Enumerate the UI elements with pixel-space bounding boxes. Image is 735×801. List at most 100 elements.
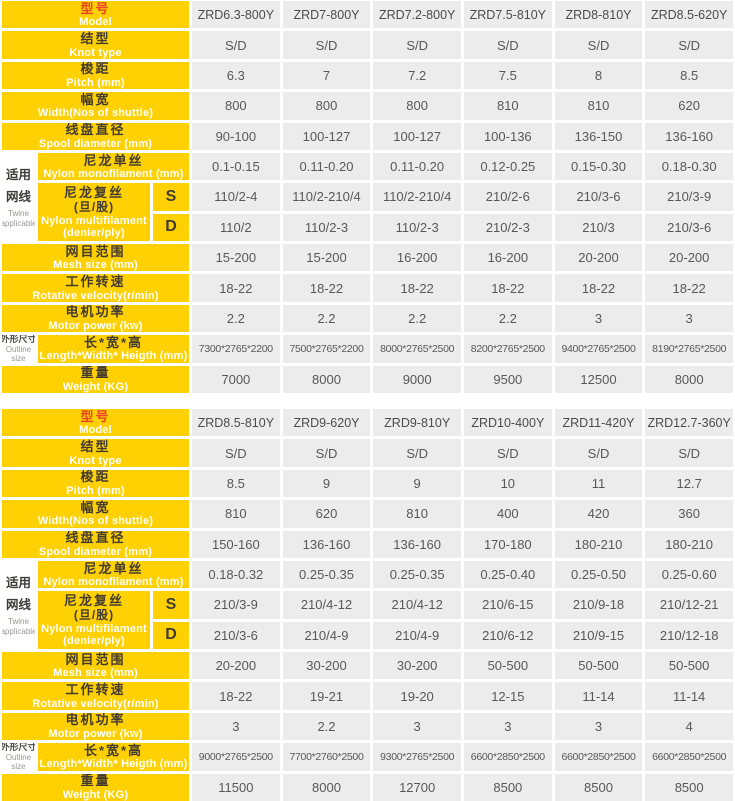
multifilament-value: 110/2-210/4	[382, 189, 452, 205]
cell-spec: 19-21	[282, 682, 371, 710]
cell-spec: 180-210	[645, 530, 733, 558]
spec-value: 8.5	[680, 67, 699, 83]
row-label-english: Motor power (kw)	[48, 320, 143, 333]
multifilament-value: 210/3-6	[213, 627, 258, 643]
cell-multifilament: 210/2-3	[463, 213, 552, 242]
spec-value: 0.25-0.40	[480, 567, 536, 583]
spec-value: 50-500	[487, 658, 529, 674]
cell-spec: 420	[554, 500, 643, 528]
cell-spec: 30-200	[282, 652, 371, 680]
spec-value: 150-160	[211, 536, 260, 552]
cell-spec: 8000	[282, 773, 371, 801]
row-label-chinese: 重量	[80, 365, 111, 381]
cell-multifilament: 110/2-4	[192, 183, 280, 211]
spec-value: 30-200	[306, 658, 347, 674]
row-label-english: Nylon multifilament	[41, 622, 147, 635]
cell-spec: 810	[192, 500, 280, 528]
spec-value: 420	[587, 506, 610, 522]
row-label-length-width-heigth-mm-: 长*宽*高 Length*Width* Heigth (mm)	[38, 743, 189, 771]
spec-value: 15-200	[306, 250, 347, 266]
cell-spec: S/D	[463, 31, 552, 59]
multifilament-value: 210/9-15	[572, 627, 625, 643]
cell-multifilament: 210/3-9	[645, 183, 733, 211]
spec-value: 0.11-0.20	[390, 159, 445, 175]
spec-value: 3	[232, 719, 240, 735]
cell-model: ZRD9-810Y	[373, 409, 461, 437]
cell-spec: 0.25-0.50	[554, 560, 643, 589]
spec-value: 0.1-0.15	[211, 159, 260, 175]
knot-variant-label: D	[165, 626, 177, 644]
cell-spec: 7000	[192, 365, 280, 393]
multifilament-value: 210/4-12	[391, 597, 443, 613]
cell-spec: 0.25-0.60	[645, 560, 733, 589]
spec-value: 9300*2765*2500	[380, 750, 455, 763]
spec-value: 20-200	[215, 658, 257, 674]
cell-spec: 0.25-0.35	[282, 560, 371, 589]
row-label-nylon-multifilament: 尼龙复丝 (旦/股) Nylon multifilament (denier/ply)	[38, 591, 150, 650]
cell-spec: 8000	[645, 365, 733, 393]
cell-spec: 620	[282, 500, 371, 528]
cell-spec: 9	[373, 469, 461, 498]
row-label-english: Pitch (mm)	[66, 484, 125, 497]
spec-value: 18-22	[219, 688, 253, 704]
cell-spec: 810	[373, 500, 461, 528]
cell-spec: 0.25-0.35	[373, 560, 461, 589]
row-label-english: Nylon monofilament (mm)	[43, 168, 184, 181]
model-value: ZRD8-810Y	[565, 7, 632, 22]
cell-multifilament: 210/3-6	[192, 621, 280, 650]
cell-multifilament: 210/9-18	[554, 591, 643, 619]
cell-multifilament: 210/3-6	[554, 183, 643, 211]
row-label-english: Length*Width* Heigth (mm)	[39, 350, 188, 363]
spec-value: 810	[224, 506, 247, 522]
spec-value: 11	[591, 475, 606, 491]
cell-spec: 400	[463, 500, 552, 528]
cell-spec: 810	[554, 92, 643, 120]
cell-spec: 2.2	[463, 304, 552, 333]
cell-multifilament: 110/2-3	[282, 213, 371, 242]
cell-spec: 9400*2765*2500	[554, 335, 643, 363]
cell-spec: 12500	[554, 365, 643, 393]
spec-table-2: 型号 Model ZRD8.5-810Y ZRD9-620Y ZRD9-810Y ZRD1…	[2, 409, 733, 801]
multifilament-value: 210/4-9	[395, 627, 440, 643]
spec-value: 2.2	[226, 311, 245, 327]
cell-spec: S/D	[645, 31, 733, 59]
cell-spec: 6600*2850*2500	[645, 743, 733, 771]
spec-value: S/D	[224, 37, 247, 53]
spec-value: 8500	[584, 779, 613, 795]
spec-value: 8	[594, 67, 603, 83]
row-label-english: Mesh size (mm)	[53, 259, 138, 272]
cell-spec: 100-127	[282, 122, 371, 150]
cell-model: ZRD7.5-810Y	[463, 1, 552, 29]
model-value: ZRD7-800Y	[293, 7, 360, 22]
row-label-english: Knot type	[69, 454, 122, 467]
cell-spec: 3	[554, 304, 643, 333]
row-label-chinese: 幅宽	[80, 500, 111, 515]
cell-spec: 20-200	[645, 244, 733, 272]
spec-value: 9	[413, 475, 421, 491]
row-label-chinese: 工作转速	[65, 274, 126, 290]
row-label-chinese: 尼龙复丝	[63, 592, 124, 608]
cell-spec: 100-127	[373, 122, 461, 150]
multifilament-value: 210/12-21	[659, 597, 719, 613]
spec-value: 2.2	[498, 311, 517, 327]
row-label-english: Knot type	[69, 46, 122, 59]
twine-applicable-group-label: 适用 网线 Twine applicable	[2, 560, 35, 650]
cell-spec: 18-22	[463, 274, 552, 302]
spec-value: 7	[322, 67, 331, 83]
model-value: ZRD6.3-800Y	[197, 7, 275, 22]
spec-value: 18-22	[309, 280, 344, 296]
row-label-weight-kg-: 重量 Weight (KG)	[2, 365, 189, 393]
knot-variant-label: D	[165, 218, 177, 236]
cell-spec: 19-20	[373, 682, 461, 710]
cell-multifilament: 210/4-9	[282, 621, 371, 650]
cell-spec: 8000	[282, 365, 371, 393]
cell-model: ZRD7.2-800Y	[373, 1, 461, 29]
spec-value: 0.25-0.60	[661, 567, 717, 583]
row-label-chinese: 线盘直径	[65, 530, 126, 546]
cell-model: ZRD8.5-620Y	[645, 1, 733, 29]
cell-spec: 7700*2760*2500	[282, 743, 371, 771]
spec-value: 7700*2760*2500	[289, 750, 364, 763]
spec-value: 7000	[221, 371, 251, 387]
model-value: ZRD12.7-360Y	[647, 415, 731, 430]
